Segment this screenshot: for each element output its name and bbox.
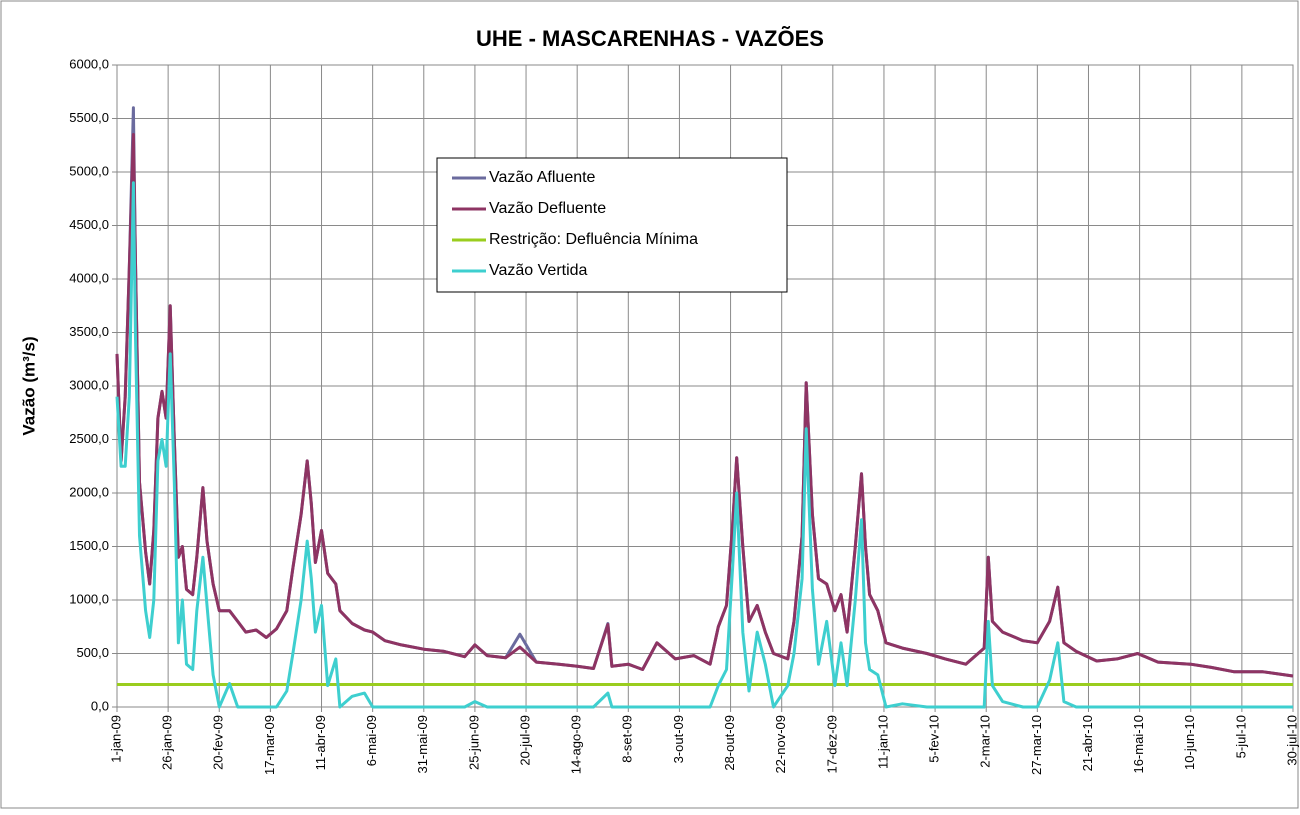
x-tick-label: 1-jan-09 xyxy=(108,715,123,763)
x-tick-label: 10-jun-10 xyxy=(1182,715,1197,770)
y-tick-label: 500,0 xyxy=(76,645,109,660)
x-tick-label: 14-ago-09 xyxy=(569,715,584,774)
x-tick-label: 26-jan-09 xyxy=(160,715,175,770)
x-tick-label: 17-dez-09 xyxy=(824,715,839,774)
legend-label: Restrição: Defluência Mínima xyxy=(489,231,698,248)
x-tick-label: 16-mai-10 xyxy=(1131,715,1146,774)
legend-label: Vazão Vertida xyxy=(489,262,588,279)
x-tick-label: 20-fev-09 xyxy=(211,715,226,770)
series-line xyxy=(115,181,1293,709)
x-tick-label: 31-mai-09 xyxy=(415,715,430,774)
y-tick-label: 0,0 xyxy=(91,698,109,713)
x-tick-label: 5-jul-10 xyxy=(1233,715,1248,758)
x-tick-label: 17-mar-09 xyxy=(262,715,277,775)
y-tick-label: 5000,0 xyxy=(69,163,109,178)
x-tick-label: 21-abr-10 xyxy=(1080,715,1095,771)
x-tick-label: 11-abr-09 xyxy=(313,715,328,770)
y-tick-label: 4500,0 xyxy=(69,217,109,232)
y-tick-label: 1500,0 xyxy=(69,538,109,553)
x-tick-label: 27-mar-10 xyxy=(1029,715,1044,775)
legend-label: Vazão Defluente xyxy=(489,200,606,217)
x-tick-label: 3-out-09 xyxy=(671,715,686,763)
y-tick-label: 3000,0 xyxy=(69,377,109,392)
x-tick-label: 6-mai-09 xyxy=(364,715,379,766)
x-tick-label: 2-mar-10 xyxy=(978,715,993,768)
x-tick-label: 20-jul-09 xyxy=(517,715,532,766)
legend-label: Vazão Afluente xyxy=(489,169,596,186)
x-tick-label: 5-fev-10 xyxy=(927,715,942,763)
y-tick-label: 6000,0 xyxy=(69,56,109,71)
y-tick-label: 3500,0 xyxy=(69,324,109,339)
legend-box xyxy=(436,157,788,293)
x-tick-label: 8-set-09 xyxy=(620,715,635,763)
chart-title: UHE - MASCARENHAS - VAZÕES xyxy=(476,26,824,51)
x-tick-label: 22-nov-09 xyxy=(773,715,788,774)
x-tick-label: 28-out-09 xyxy=(722,715,737,771)
y-tick-label: 2500,0 xyxy=(69,431,109,446)
y-tick-label: 5500,0 xyxy=(69,110,109,125)
y-tick-label: 2000,0 xyxy=(69,484,109,499)
x-tick-label: 11-jan-10 xyxy=(875,715,890,769)
x-tick-label: 30-jul-10 xyxy=(1284,715,1299,766)
series-line xyxy=(115,133,1294,678)
y-tick-label: 1000,0 xyxy=(69,591,109,606)
x-tick-label: 25-jun-09 xyxy=(466,715,481,770)
y-tick-label: 4000,0 xyxy=(69,270,109,285)
y-axis-label: Vazão (m³/s) xyxy=(19,336,38,435)
